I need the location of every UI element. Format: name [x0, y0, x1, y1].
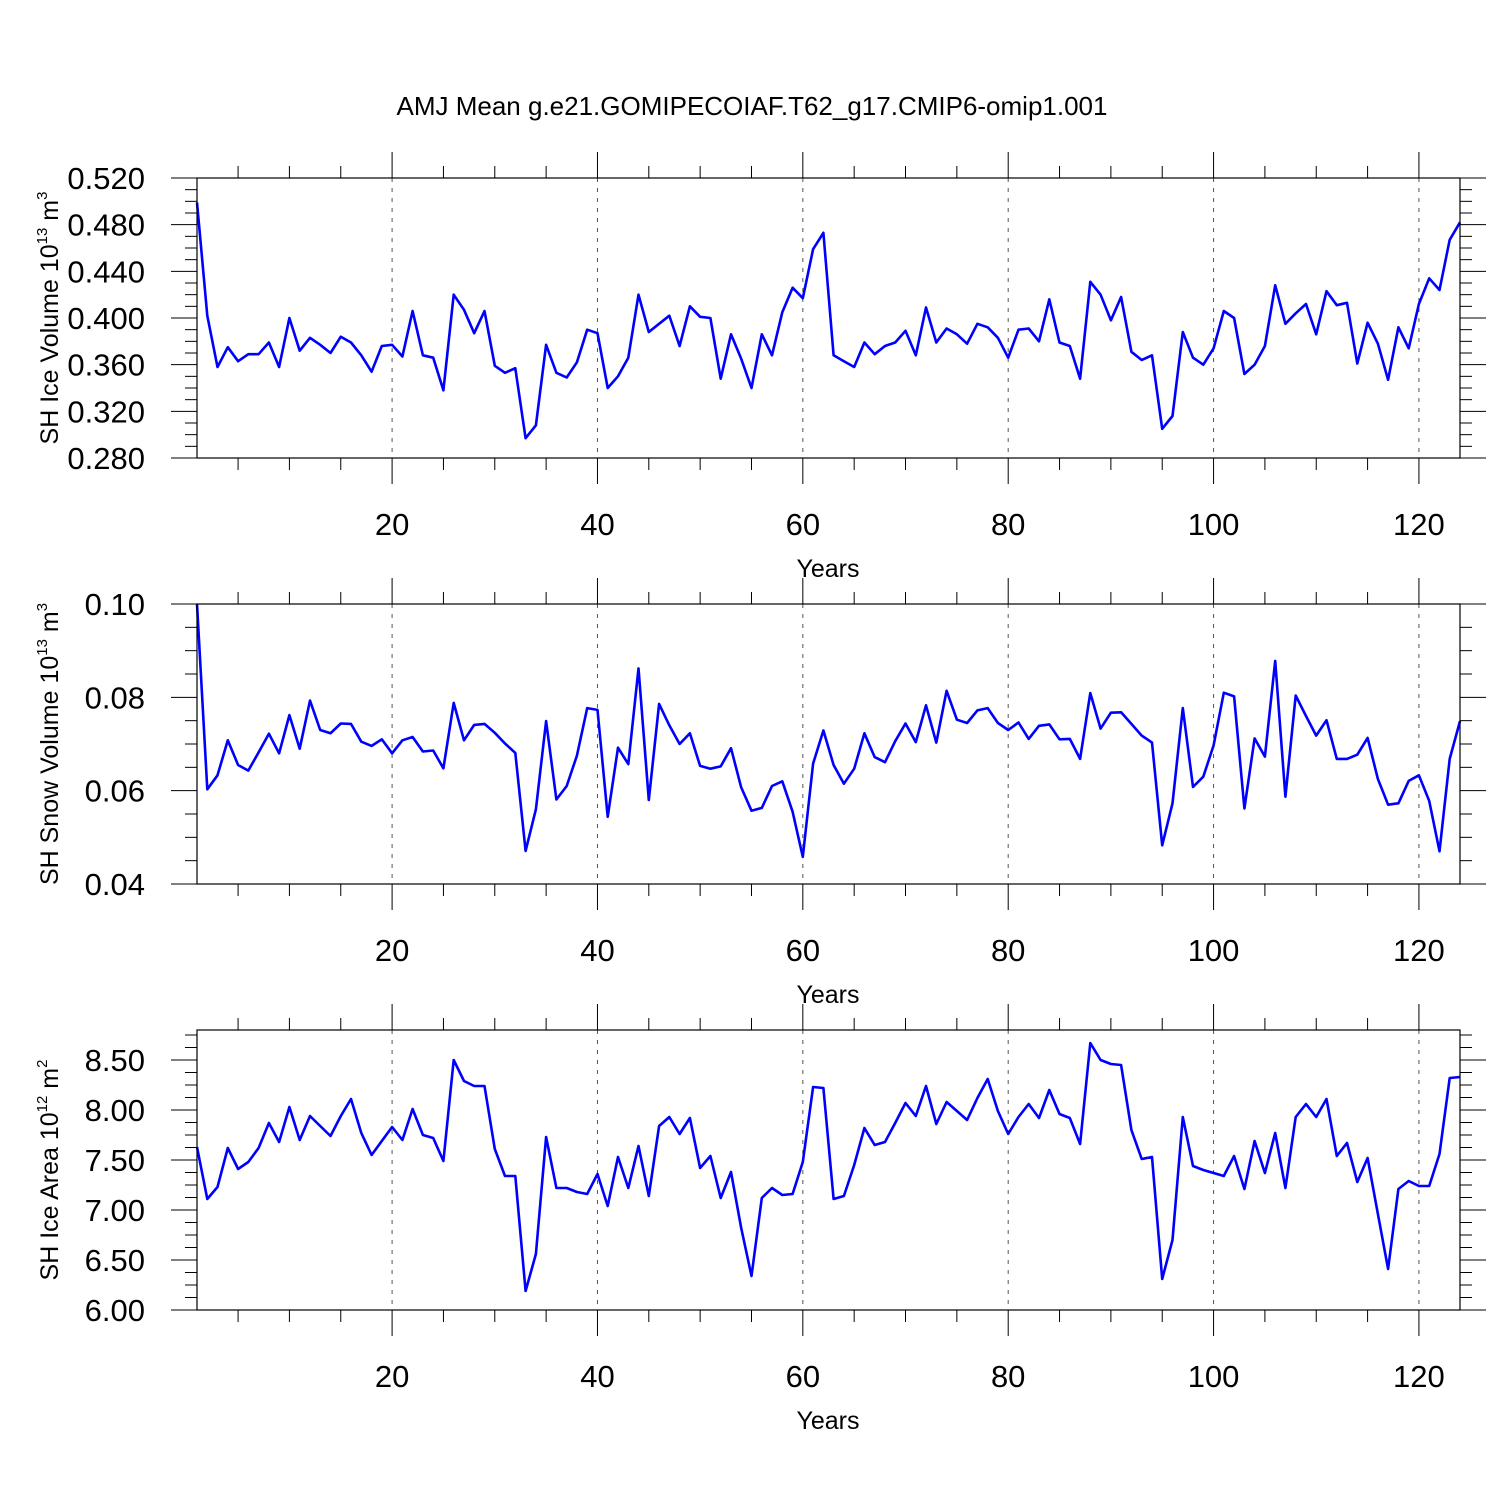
chart-1-xtick-label-40: 40 — [580, 933, 614, 968]
chart-2-ytick-label-5: 6.00 — [85, 1293, 145, 1328]
chart-0-ylabel: SH Ice Volume 1013 m3 — [34, 192, 64, 445]
chart-0-ytick-label-6: 0.280 — [67, 441, 145, 476]
chart-2-xtick-label-60: 60 — [786, 1359, 820, 1394]
chart-2-ytick-label-3: 7.00 — [85, 1193, 145, 1228]
chart-2-xtick-label-100: 100 — [1188, 1359, 1240, 1394]
chart-0-ytick-label-2: 0.440 — [67, 254, 145, 289]
chart-2-ytick-label-2: 7.50 — [85, 1143, 145, 1178]
chart-1-xlabel: Years — [796, 981, 859, 1009]
chart-1-ylabel: SH Snow Volume 1013 m3 — [34, 603, 64, 885]
panel-ice-volume: 0.520 0.480 0.440 0.400 0.360 0.320 0.280 20 40 6… — [34, 152, 1486, 583]
chart-2-xtick-label-120: 120 — [1393, 1359, 1445, 1394]
chart-2-xtick-label-20: 20 — [375, 1359, 409, 1394]
chart-0-ytick-label-0: 0.520 — [67, 161, 145, 196]
chart-2-ylabel: SH Ice Area 1012 m2 — [34, 1060, 64, 1281]
chart-0-series-line — [195, 202, 1462, 440]
chart-1-series-line — [195, 603, 1462, 859]
chart-0-xtick-label-40: 40 — [580, 507, 614, 542]
chart-2-xlabel: Years — [796, 1407, 859, 1435]
chart-0-frame — [196, 177, 1461, 459]
chart-1-xtick-label-60: 60 — [786, 933, 820, 968]
chart-0-ytick-label-5: 0.320 — [67, 394, 145, 429]
chart-0-xtick-label-100: 100 — [1188, 507, 1240, 542]
chart-0-xlabel: Years — [796, 555, 859, 583]
chart-2-series-line — [195, 1041, 1461, 1293]
chart-2-xtick-label-80: 80 — [991, 1359, 1025, 1394]
chart-2-xtick-label-40: 40 — [580, 1359, 614, 1394]
panel-ice-area: 8.50 8.00 7.50 7.00 6.50 6.00 20 40 60 80 100 120 Ye… — [34, 1004, 1486, 1435]
chart-1-xtick-label-120: 120 — [1393, 933, 1445, 968]
chart-1-ytick-label-1: 0.08 — [85, 680, 145, 715]
chart-2-ytick-label-4: 6.50 — [85, 1243, 145, 1278]
chart-1-xtick-label-100: 100 — [1188, 933, 1240, 968]
chart-1-xtick-label-20: 20 — [375, 933, 409, 968]
chart-title: AMJ Mean g.e21.GOMIPECOIAF.T62_g17.CMIP6… — [397, 91, 1108, 121]
chart-0-ytick-label-3: 0.400 — [67, 301, 145, 336]
chart-1-xtick-label-80: 80 — [991, 933, 1025, 968]
chart-1-ytick-label-2: 0.06 — [85, 774, 145, 809]
chart-0-xtick-label-20: 20 — [375, 507, 409, 542]
chart-1-ytick-label-0: 0.10 — [85, 587, 145, 622]
chart-0-ytick-label-4: 0.360 — [67, 348, 145, 383]
chart-1-frame — [196, 603, 1461, 885]
chart-0-xtick-label-80: 80 — [991, 507, 1025, 542]
panel-snow-volume: 0.10 0.08 0.06 0.04 20 40 60 80 100 120 Years SH Sn… — [34, 578, 1486, 1009]
chart-1-ytick-label-3: 0.04 — [85, 867, 145, 902]
chart-2-ytick-label-0: 8.50 — [85, 1043, 145, 1078]
chart-2-ytick-label-1: 8.00 — [85, 1093, 145, 1128]
chart-0-ytick-label-1: 0.480 — [67, 208, 145, 243]
chart-2-frame — [196, 1029, 1461, 1311]
chart-0-xtick-label-60: 60 — [786, 507, 820, 542]
chart-0-xtick-label-120: 120 — [1393, 507, 1445, 542]
